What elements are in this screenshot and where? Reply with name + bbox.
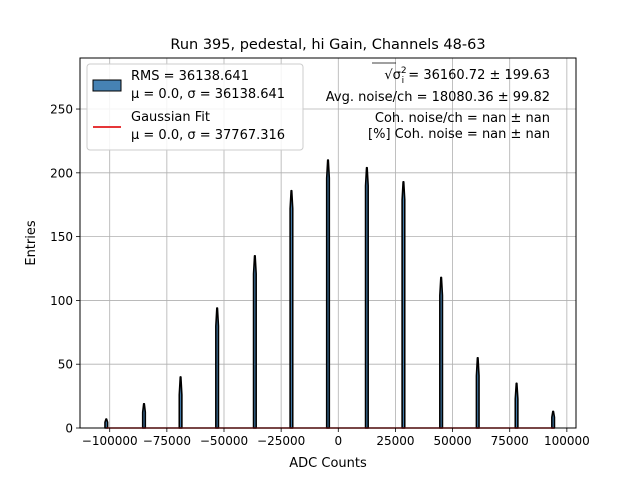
histogram-spike (401, 180, 406, 429)
histogram-spike (475, 357, 480, 429)
histogram-spike (439, 276, 444, 429)
histogram-spike (514, 382, 519, 429)
histogram-spike (178, 376, 183, 429)
x-tick-label: −75000 (143, 434, 191, 448)
annotation-sigma-sup: 2 (401, 66, 407, 76)
histogram-spike (325, 159, 331, 429)
legend-label-gaussian: Gaussian Fit (131, 110, 210, 125)
annotation-coh-noise-pct: [%] Coh. noise = nan ± nan (368, 127, 550, 142)
legend-swatch-rms (92, 79, 122, 92)
x-tick-label: −50000 (200, 434, 248, 448)
annotation-sigma-root: √σ (384, 68, 401, 83)
legend-box (86, 63, 304, 151)
y-tick-label: 100 (50, 294, 73, 308)
histogram-spike (289, 189, 294, 429)
y-tick-label: 50 (58, 358, 73, 372)
annotations: √σ2 i = 36160.72 ± 199.63 Avg. noise/ch =… (326, 62, 550, 142)
x-tick-label: 100000 (544, 434, 590, 448)
annotation-sigma: √σ2 i = 36160.72 ± 199.63 (384, 66, 550, 86)
histogram-spike (141, 402, 147, 429)
legend: RMS = 36138.641 μ = 0.0, σ = 36138.641 G… (86, 63, 304, 151)
legend-label-rms: RMS = 36138.641 (131, 69, 249, 84)
y-axis-label: Entries (24, 220, 39, 266)
histogram-spike (551, 410, 556, 429)
x-tick-label: 0 (334, 434, 342, 448)
data-layer (104, 159, 556, 429)
histogram-spike (252, 254, 257, 429)
annotation-avg-noise: Avg. noise/ch = 18080.36 ± 99.82 (326, 90, 550, 105)
x-tick-label: 50000 (433, 434, 471, 448)
legend-label-gaussian-params: μ = 0.0, σ = 37767.316 (131, 128, 285, 143)
x-tick-label: 25000 (376, 434, 414, 448)
x-axis-label: ADC Counts (289, 456, 367, 471)
x-tick-label: −100000 (82, 434, 138, 448)
y-tick-label: 200 (50, 166, 73, 180)
y-tick-label: 150 (50, 230, 73, 244)
annotation-sigma-sub: i (402, 76, 405, 86)
histogram-spike (104, 418, 109, 429)
x-tick-label: −25000 (257, 434, 305, 448)
histogram-spike (364, 166, 369, 429)
y-tick-label: 0 (65, 422, 73, 436)
legend-label-rms-params: μ = 0.0, σ = 36138.641 (131, 87, 285, 102)
y-tick-label: 250 (50, 103, 73, 117)
annotation-coh-noise: Coh. noise/ch = nan ± nan (375, 111, 550, 126)
x-tick-label: 75000 (491, 434, 529, 448)
histogram-spike (215, 307, 220, 429)
tick-layer: −100000 −75000 −50000 −25000 0 25000 50000 7500… (50, 103, 590, 448)
annotation-sigma-value: = 36160.72 ± 199.63 (404, 68, 550, 83)
chart-title: Run 395, pedestal, hi Gain, Channels 48-… (170, 37, 485, 53)
plot-frame (79, 57, 577, 429)
